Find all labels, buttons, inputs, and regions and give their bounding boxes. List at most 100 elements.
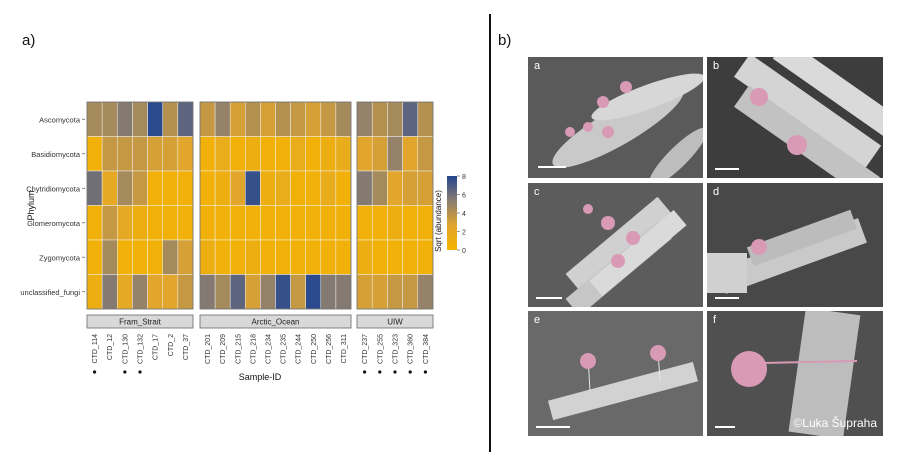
panel-a-label: a) bbox=[22, 32, 36, 49]
heatmap-cell bbox=[335, 170, 352, 206]
heatmap-cell bbox=[260, 205, 276, 241]
heatmap-cell bbox=[402, 170, 419, 206]
heatmap-cell bbox=[162, 205, 179, 241]
heatmap-cell bbox=[387, 136, 403, 172]
sample-label: CTD_215 bbox=[235, 334, 242, 364]
heatmap-cell bbox=[260, 239, 276, 275]
sample-label: CTD_2 bbox=[168, 334, 175, 356]
heatmap-cell bbox=[275, 274, 291, 310]
row-label: Zygomycota bbox=[39, 253, 81, 262]
sample-label: CTD_130 bbox=[122, 334, 129, 364]
heatmap-cell bbox=[214, 101, 231, 137]
heatmap-cell bbox=[177, 239, 194, 275]
sample-label: CTD_218 bbox=[250, 334, 257, 364]
heatmap-cell bbox=[245, 239, 261, 275]
heatmap-cell bbox=[260, 170, 276, 206]
micrograph-c-letter: c bbox=[534, 186, 540, 198]
heatmap-cell bbox=[320, 205, 337, 241]
heatmap-cell bbox=[356, 101, 373, 137]
heatmap-cell bbox=[275, 205, 291, 241]
sample-label: CTD_17 bbox=[153, 334, 160, 360]
heatmap-cell bbox=[177, 136, 194, 172]
micrograph-f-image bbox=[707, 311, 883, 436]
heatmap-cell bbox=[199, 170, 216, 206]
micrograph-b-scalebar bbox=[715, 168, 739, 170]
heatmap-cell bbox=[177, 274, 194, 310]
heatmap-cell bbox=[305, 136, 322, 172]
heatmap-cell bbox=[101, 239, 118, 275]
micrograph-d-image bbox=[707, 183, 883, 307]
heatmap-cell bbox=[290, 136, 306, 172]
heatmap-cell bbox=[101, 170, 118, 206]
heatmap-cell bbox=[371, 274, 388, 310]
heatmap-cell bbox=[335, 239, 352, 275]
heatmap-cell bbox=[199, 274, 216, 310]
row-label: Basidiomycota bbox=[31, 150, 81, 159]
heatmap-cell bbox=[371, 101, 388, 137]
legend-tick-label: 4 bbox=[462, 211, 466, 218]
micrograph-f: f ©Luka Šupraha bbox=[707, 311, 883, 436]
micrograph-d-letter: d bbox=[713, 186, 720, 198]
facet-frame bbox=[356, 101, 434, 310]
facet-frame bbox=[199, 101, 352, 310]
sample-label: CTD_244 bbox=[296, 334, 303, 364]
heatmap-cell bbox=[417, 136, 434, 172]
facet-label: Fram_Strait bbox=[119, 318, 162, 327]
micrograph-c-scalebar bbox=[536, 297, 562, 299]
sample-label: CTD_235 bbox=[281, 334, 288, 364]
micrograph-b-letter: b bbox=[713, 60, 720, 72]
heatmap-cell bbox=[305, 101, 322, 137]
heatmap-cell bbox=[117, 239, 133, 275]
heatmap-cell bbox=[229, 274, 246, 310]
heatmap-cell bbox=[260, 136, 276, 172]
marker-dot bbox=[393, 370, 397, 374]
heatmap-cell bbox=[290, 205, 306, 241]
heatmap-cell bbox=[147, 205, 163, 241]
heatmap-cell bbox=[275, 101, 291, 137]
sample-label: CTD_114 bbox=[92, 334, 99, 364]
heatmap-cell bbox=[417, 170, 434, 206]
heatmap-cell bbox=[245, 101, 261, 137]
heatmap-cell bbox=[117, 136, 133, 172]
heatmap-cell bbox=[162, 239, 179, 275]
heatmap-cell bbox=[320, 101, 337, 137]
heatmap-chart: Ascomycota Basidiomycota Chytridiomycota Gl… bbox=[20, 101, 466, 382]
heatmap-cell bbox=[356, 136, 373, 172]
heatmap-cell bbox=[177, 101, 194, 137]
legend-tick-label: 2 bbox=[462, 230, 466, 237]
heatmap-cell bbox=[245, 274, 261, 310]
row-label: unclassified_fungi bbox=[20, 288, 80, 297]
sample-label: CTD_250 bbox=[311, 334, 318, 364]
heatmap-cell bbox=[101, 101, 118, 137]
heatmap-cell bbox=[245, 136, 261, 172]
sample-label: CTD_209 bbox=[220, 334, 227, 364]
heatmap-cell bbox=[199, 205, 216, 241]
heatmap-cell bbox=[402, 136, 419, 172]
heatmap-cell bbox=[132, 239, 148, 275]
micrograph-c: c bbox=[528, 183, 703, 307]
heatmap-cell bbox=[335, 136, 352, 172]
heatmap-cell bbox=[86, 239, 103, 275]
micrograph-f-scalebar bbox=[715, 426, 735, 428]
heatmap-cell bbox=[177, 205, 194, 241]
heatmap-cell bbox=[335, 101, 352, 137]
facet-frame bbox=[86, 101, 194, 310]
legend-title: Sqrt (abundance) bbox=[434, 190, 443, 252]
facet-strip bbox=[356, 314, 434, 329]
heatmap-cell bbox=[290, 170, 306, 206]
heatmap-cell bbox=[356, 274, 373, 310]
micrograph-e-scalebar bbox=[536, 426, 570, 428]
micrograph-d-scalebar bbox=[715, 297, 739, 299]
heatmap-cell bbox=[117, 101, 133, 137]
heatmap-cell bbox=[229, 205, 246, 241]
heatmap-cell bbox=[275, 239, 291, 275]
marker-dot bbox=[378, 370, 382, 374]
sample-label: CTD_37 bbox=[183, 334, 190, 360]
sample-label: CTD_255 bbox=[377, 334, 384, 364]
heatmap-cell bbox=[132, 101, 148, 137]
legend-tick-label: 8 bbox=[462, 174, 466, 181]
heatmap-cell bbox=[229, 170, 246, 206]
heatmap-cell bbox=[320, 239, 337, 275]
heatmap-cell bbox=[305, 239, 322, 275]
heatmap-cell bbox=[117, 205, 133, 241]
